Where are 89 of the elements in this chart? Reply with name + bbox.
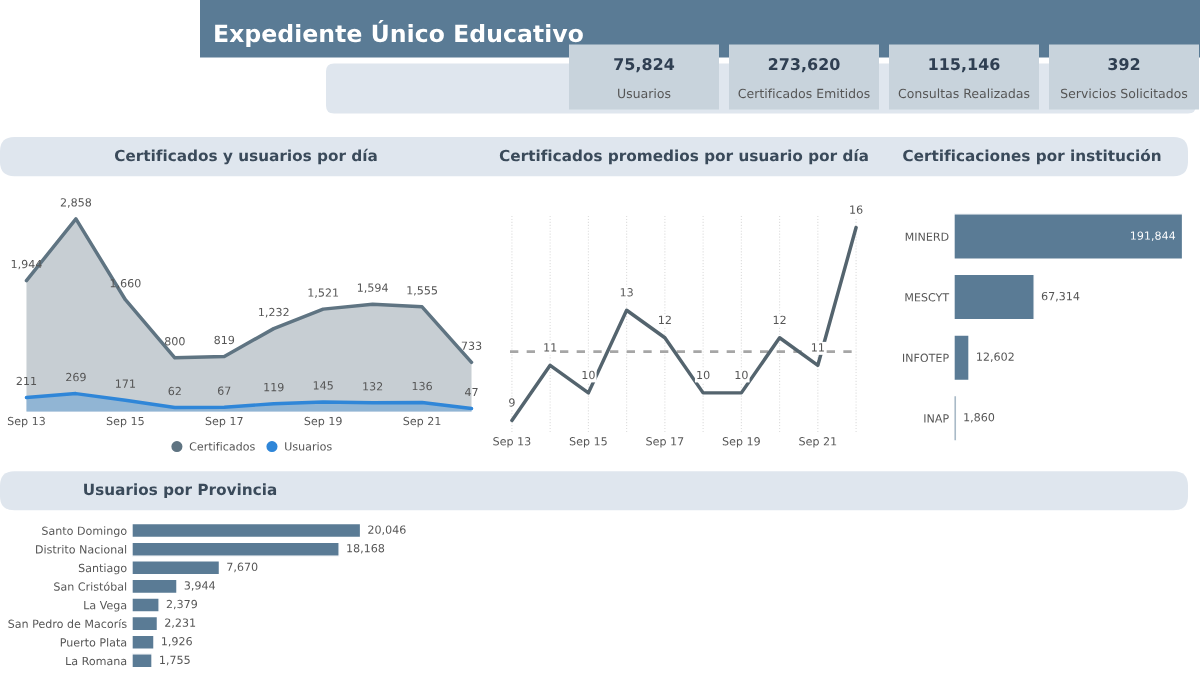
- data-label: 11: [544, 343, 557, 352]
- data-label: 211: [16, 376, 37, 386]
- y-tick-label: INFOTEP: [902, 353, 949, 363]
- data-label: 10: [582, 370, 595, 380]
- bar: [132, 522, 362, 539]
- data-label: 18,168: [347, 543, 385, 554]
- bar: [132, 560, 221, 576]
- bar: [132, 615, 159, 632]
- data-label: 12,602: [977, 352, 1014, 363]
- data-label: 136: [412, 381, 432, 391]
- data-label: 10: [735, 370, 748, 380]
- text: 115,146: [929, 58, 1000, 73]
- data-label: 171: [115, 379, 135, 388]
- x-tick-label: Sep 19: [304, 416, 342, 428]
- bar: [954, 334, 970, 382]
- data-label: 20,046: [368, 525, 406, 535]
- data-label: 191,844: [1130, 231, 1176, 241]
- y-tick-label: Santo Domingo: [42, 526, 127, 538]
- data-label: 1,755: [160, 655, 190, 666]
- bar: [132, 578, 178, 595]
- chart-title: Certificados promedios por usuario por día: [499, 148, 868, 165]
- text: Usuarios: [618, 88, 671, 99]
- bar: [954, 394, 957, 442]
- bar: [132, 597, 160, 613]
- text: Expediente Único Educativo: [215, 20, 583, 47]
- data-label: 62: [168, 386, 181, 396]
- data-label: 2,231: [165, 618, 196, 628]
- text: Consultas Realizadas: [898, 88, 1030, 99]
- y-tick-label: INAP: [924, 414, 949, 423]
- bar: [132, 541, 340, 557]
- x-tick-label: Sep 21: [799, 437, 837, 448]
- x-tick-label: Sep 15: [106, 416, 144, 428]
- y-tick-label: MINERD: [905, 232, 949, 241]
- y-tick-label: La Vega: [84, 601, 127, 612]
- data-label: 800: [164, 337, 185, 346]
- data-label: 119: [264, 382, 284, 392]
- legend-label: Usuarios: [285, 442, 332, 451]
- data-label: 13: [620, 288, 633, 297]
- data-label: 132: [363, 382, 383, 391]
- data-label: 1,594: [357, 283, 388, 293]
- bar: [132, 634, 155, 650]
- y-tick-label: San Pedro de Macorís: [8, 618, 127, 628]
- y-tick-label: La Romana: [66, 656, 127, 666]
- data-label: 1,860: [964, 413, 995, 423]
- x-tick-label: Sep 17: [646, 437, 684, 448]
- text: Certificados Emitidos: [738, 88, 870, 99]
- data-label: 47: [465, 387, 478, 397]
- data-label: 269: [66, 372, 86, 382]
- bar: [132, 653, 153, 669]
- data-label: 67: [217, 386, 231, 395]
- text: 392: [1108, 58, 1140, 71]
- y-tick-label: San Cristóbal: [54, 581, 127, 591]
- data-label: 145: [313, 381, 333, 390]
- text: 75,824: [614, 58, 675, 73]
- x-tick-label: Sep 13: [493, 437, 531, 448]
- data-label: 1,521: [308, 288, 339, 298]
- data-label: 1,555: [407, 286, 438, 296]
- text: 273,620: [768, 58, 840, 73]
- bar: [954, 213, 1184, 260]
- y-tick-label: Puerto Plata: [60, 637, 127, 647]
- x-tick-label: Sep 21: [403, 416, 441, 428]
- data-label: 2,379: [166, 599, 198, 610]
- data-label: 12: [659, 315, 671, 324]
- chart-title: Usuarios por Provincia: [84, 483, 277, 499]
- data-label: 12: [773, 315, 786, 324]
- data-label: 819: [214, 335, 235, 345]
- text: Servicios Solicitados: [1061, 88, 1188, 99]
- x-tick-label: Sep 19: [722, 437, 760, 448]
- data-label: 16: [850, 205, 863, 214]
- data-label: 11: [812, 343, 824, 352]
- x-tick-label: Sep 17: [205, 416, 243, 428]
- y-tick-label: MESCYT: [905, 293, 950, 302]
- bar: [954, 273, 1035, 321]
- data-label: 2,858: [60, 198, 92, 208]
- data-label: 1,926: [162, 637, 192, 647]
- data-label: 733: [461, 341, 482, 350]
- chart-title: Certificados y usuarios por día: [114, 148, 377, 165]
- data-label: 3,944: [184, 581, 216, 591]
- y-tick-label: Santiago: [78, 563, 127, 575]
- legend-label: Certificados: [189, 442, 255, 451]
- y-tick-label: Distrito Nacional: [36, 544, 127, 554]
- data-label: 10: [697, 370, 710, 380]
- data-label: 1,232: [259, 307, 289, 318]
- x-tick-label: Sep 13: [7, 416, 45, 428]
- x-tick-label: Sep 15: [569, 437, 607, 448]
- data-label: 67,314: [1041, 291, 1080, 302]
- data-label: 9: [509, 398, 515, 407]
- data-label: 7,670: [227, 562, 258, 573]
- chart-title: Certificaciones por institución: [903, 148, 1161, 165]
